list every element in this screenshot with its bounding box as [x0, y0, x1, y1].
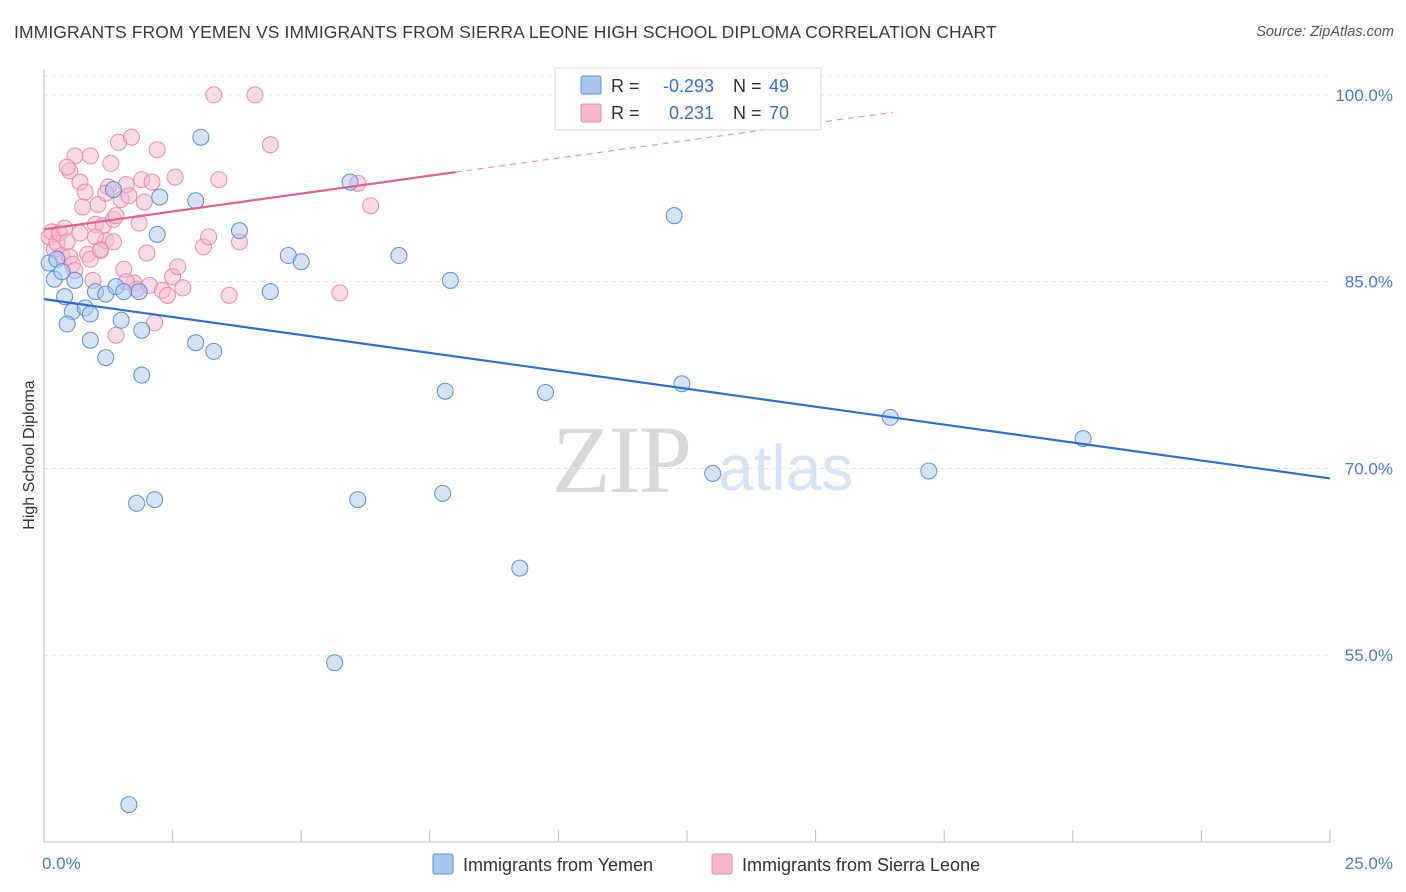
point-yemen-43 [147, 492, 163, 508]
y-tick-label-85: 85.0% [1345, 273, 1393, 292]
point-sierra-leone-22 [103, 155, 119, 171]
point-yemen-32 [391, 248, 407, 264]
point-sierra-leone-58 [77, 184, 93, 200]
watermark-zip: ZIP [552, 406, 690, 513]
point-yemen-17 [98, 350, 114, 366]
point-sierra-leone-63 [105, 234, 121, 250]
point-sierra-leone-38 [149, 142, 165, 158]
watermark-atlas: atlas [718, 432, 853, 504]
point-sierra-leone-40 [159, 287, 175, 303]
point-yemen-15 [105, 182, 121, 198]
legend-r-value-2: 0.231 [669, 103, 714, 123]
point-yemen-13 [116, 284, 132, 300]
point-yemen-36 [666, 208, 682, 224]
point-sierra-leone-12 [75, 199, 91, 215]
point-sierra-leone-37 [144, 174, 160, 190]
point-sierra-leone-49 [247, 87, 263, 103]
scatter-chart: ZIP atlas 55.0% 70.0% 85.0% 100.0% 0.0% 25.0… [0, 0, 1406, 892]
point-yemen-20 [134, 367, 150, 383]
point-sierra-leone-67 [206, 87, 222, 103]
legend-r-label-1: R = [611, 76, 640, 96]
point-sierra-leone-56 [59, 159, 75, 175]
point-yemen-21 [149, 226, 165, 242]
point-sierra-leone-30 [123, 129, 139, 145]
point-sierra-leone-24 [108, 208, 124, 224]
series-legend-swatch-sierra-leone [712, 854, 732, 874]
point-yemen-23 [188, 193, 204, 209]
point-yemen-48 [121, 797, 137, 813]
legend-r-value-1: -0.293 [663, 76, 714, 96]
point-yemen-41 [921, 463, 937, 479]
correlation-legend: R = -0.293 N = 49 R = 0.231 N = 70 [555, 68, 821, 130]
point-yemen-24 [193, 129, 209, 145]
point-yemen-33 [442, 272, 458, 288]
point-yemen-28 [262, 284, 278, 300]
point-yemen-4 [67, 272, 83, 288]
point-sierra-leone-62 [82, 148, 98, 164]
point-yemen-19 [134, 322, 150, 338]
point-yemen-46 [512, 560, 528, 576]
y-axis-label: High School Diploma [21, 380, 38, 530]
series-legend: Immigrants from Yemen Immigrants from Si… [433, 854, 980, 875]
y-tick-labels: 55.0% 70.0% 85.0% 100.0% [1335, 86, 1393, 665]
legend-n-label-1: N = [733, 76, 762, 96]
point-yemen-27 [231, 223, 247, 239]
point-yemen-44 [350, 492, 366, 508]
point-sierra-leone-68 [136, 194, 152, 210]
point-yemen-30 [293, 254, 309, 270]
point-yemen-22 [152, 189, 168, 205]
point-yemen-25 [188, 335, 204, 351]
point-sierra-leone-51 [332, 285, 348, 301]
point-yemen-42 [129, 495, 145, 511]
point-sierra-leone-42 [167, 169, 183, 185]
point-sierra-leone-47 [221, 287, 237, 303]
legend-swatch-yemen [581, 76, 601, 94]
x-tick-label-max: 25.0% [1345, 854, 1393, 873]
point-sierra-leone-35 [139, 245, 155, 261]
point-sierra-leone-50 [262, 137, 278, 153]
series-legend-label-yemen: Immigrants from Yemen [463, 855, 653, 875]
point-sierra-leone-29 [121, 188, 137, 204]
legend-r-label-2: R = [611, 103, 640, 123]
point-sierra-leone-46 [211, 172, 227, 188]
y-tick-label-55: 55.0% [1345, 646, 1393, 665]
point-yemen-40 [705, 465, 721, 481]
point-sierra-leone-11 [72, 225, 88, 241]
y-tick-label-100: 100.0% [1335, 86, 1393, 105]
gridlines [44, 76, 1330, 655]
legend-n-value-2: 70 [769, 103, 789, 123]
series-legend-swatch-yemen [433, 854, 453, 874]
point-yemen-18 [113, 312, 129, 328]
legend-swatch-sierra-leone [581, 104, 601, 122]
point-yemen-45 [435, 485, 451, 501]
point-yemen-35 [538, 384, 554, 400]
legend-n-label-2: N = [733, 103, 762, 123]
x-tick-label-min: 0.0% [42, 854, 81, 873]
legend-n-value-1: 49 [769, 76, 789, 96]
point-sierra-leone-45 [201, 229, 217, 245]
point-sierra-leone-53 [363, 198, 379, 214]
point-yemen-16 [82, 332, 98, 348]
point-yemen-10 [59, 316, 75, 332]
point-yemen-14 [131, 284, 147, 300]
point-sierra-leone-69 [175, 280, 191, 296]
point-yemen-26 [206, 343, 222, 359]
y-tick-label-70: 70.0% [1345, 459, 1393, 478]
point-yemen-34 [437, 383, 453, 399]
series-legend-label-sierra-leone: Immigrants from Sierra Leone [742, 855, 980, 875]
point-yemen-11 [82, 306, 98, 322]
point-sierra-leone-43 [170, 259, 186, 275]
point-yemen-47 [327, 655, 343, 671]
point-sierra-leone-66 [108, 327, 124, 343]
